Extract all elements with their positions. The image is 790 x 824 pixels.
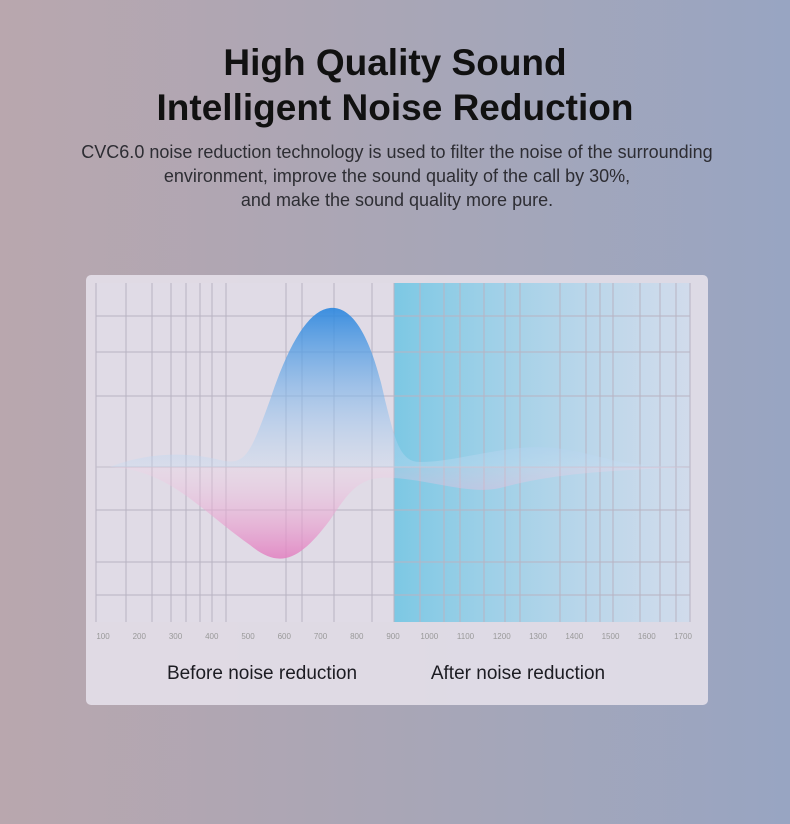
title: High Quality Sound	[223, 42, 566, 83]
caption: After noise reduction	[431, 663, 605, 684]
axis-label: 1600	[638, 632, 656, 641]
axis-label: 1500	[602, 632, 620, 641]
axis-label: 1700	[674, 632, 692, 641]
axis-label: 1200	[493, 632, 511, 641]
axis-label: 700	[314, 632, 328, 641]
axis-label: 400	[205, 632, 219, 641]
axis-label: 900	[386, 632, 400, 641]
axis-label: 500	[241, 632, 255, 641]
description: environment, improve the sound quality o…	[164, 166, 630, 186]
axis-label: 600	[278, 632, 292, 641]
axis-label: 1300	[529, 632, 547, 641]
description: and make the sound quality more pure.	[241, 190, 553, 210]
axis-label: 1400	[565, 632, 583, 641]
axis-label: 200	[133, 632, 147, 641]
description: CVC6.0 noise reduction technology is use…	[81, 142, 712, 162]
axis-label: 1100	[457, 632, 475, 641]
axis-label: 1000	[420, 632, 438, 641]
axis-label: 100	[96, 632, 110, 641]
axis-label: 300	[169, 632, 183, 641]
axis-label: 800	[350, 632, 364, 641]
caption: Before noise reduction	[167, 663, 357, 684]
title: Intelligent Noise Reduction	[157, 87, 634, 128]
wave-pink	[110, 467, 690, 559]
